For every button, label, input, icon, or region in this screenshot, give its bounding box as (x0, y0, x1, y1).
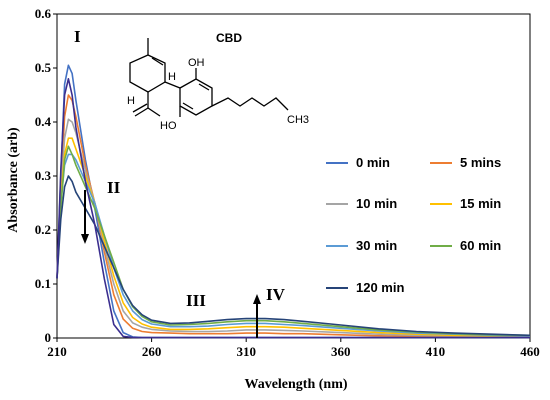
plot-frame (56, 13, 531, 339)
atom-ch3: CH3 (287, 114, 309, 126)
series-lines (56, 64, 531, 339)
annotation-band-3: III (186, 291, 206, 310)
legend: 0 min 5 mins 10 min 15 min 30 min 60 min 120 m… (326, 155, 501, 295)
atom-oh: OH (188, 57, 205, 69)
atom-h-upper: H (168, 71, 176, 83)
plot-border (56, 13, 531, 339)
x-tick-label: 410 (426, 344, 446, 359)
legend-label: 10 min (356, 196, 397, 211)
x-tick-label: 310 (236, 344, 256, 359)
legend-label: 60 min (460, 238, 501, 253)
annotation-band-2: II (107, 178, 121, 197)
decrease-arrow (81, 190, 89, 244)
series-line-4 (56, 153, 531, 337)
y-tick-label: 0.4 (35, 114, 52, 129)
series-line-3 (56, 137, 530, 337)
x-tick-label: 210 (47, 344, 67, 359)
legend-label: 120 min (356, 280, 404, 295)
legend-label: 15 min (460, 196, 501, 211)
y-axis-ticks: 0 0.1 0.2 0.3 0.4 0.5 0.6 (35, 6, 57, 345)
atom-h-lower: H (127, 95, 135, 107)
series-line-5 (56, 145, 531, 337)
molecule-label: CBD (216, 31, 242, 45)
atom-ho: HO (160, 120, 177, 132)
legend-label: 0 min (356, 155, 390, 170)
increase-arrow (253, 294, 261, 338)
y-tick-label: 0.6 (35, 6, 52, 21)
x-tick-label: 260 (142, 344, 162, 359)
annotation-band-1: I (74, 27, 81, 46)
x-tick-label: 460 (520, 344, 540, 359)
annotation-band-4: IV (266, 285, 286, 304)
legend-label: 5 mins (460, 155, 501, 170)
y-tick-label: 0.1 (35, 276, 51, 291)
y-tick-label: 0.5 (35, 60, 52, 75)
x-axis-title: Wavelength (nm) (244, 377, 347, 392)
y-axis-title: Absorbance (arb) (6, 127, 21, 233)
y-tick-label: 0.3 (35, 168, 52, 183)
x-axis-ticks: 210 260 310 360 410 460 (47, 338, 540, 359)
legend-label: 30 min (356, 238, 397, 253)
series-line-2 (56, 118, 530, 338)
y-tick-label: 0.2 (35, 222, 51, 237)
cbd-structure (129, 38, 289, 117)
series-line-7 (56, 78, 530, 339)
series-line-1 (56, 94, 530, 338)
series-line-6 (56, 175, 531, 337)
x-tick-label: 360 (331, 344, 351, 359)
y-tick-label: 0 (45, 330, 52, 345)
